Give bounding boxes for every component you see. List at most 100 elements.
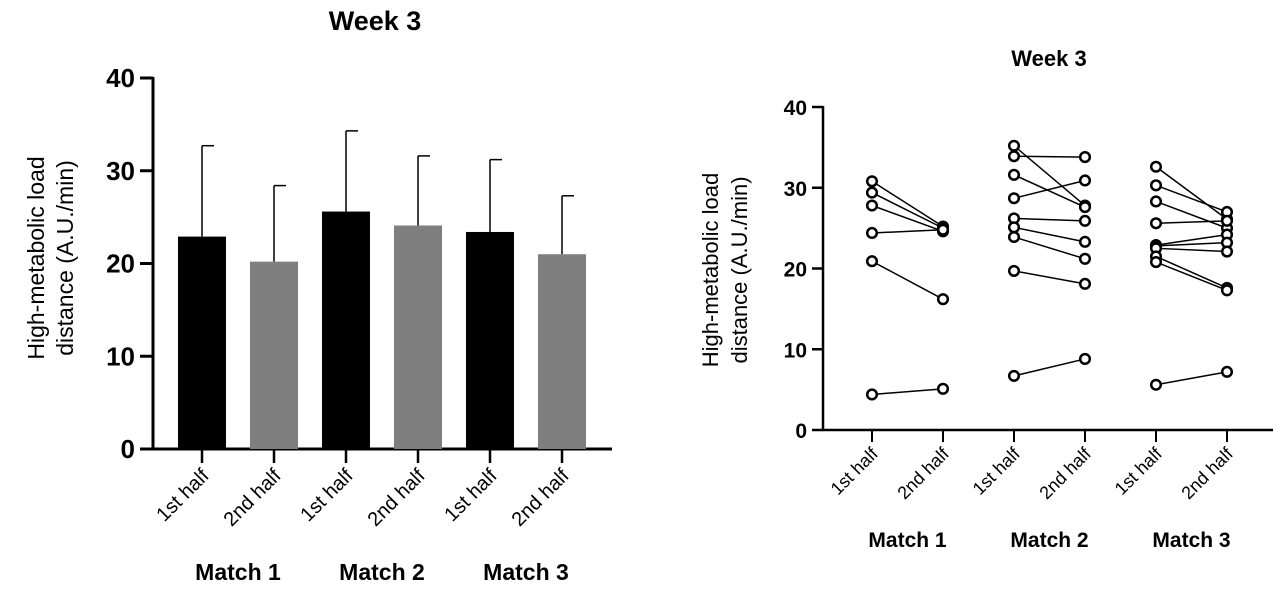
- paired-chart-connecting-line: [1155, 261, 1228, 291]
- bar-chart-match-label: Match 2: [339, 559, 425, 585]
- paired-chart-connecting-line: [1155, 371, 1228, 386]
- paired-chart-match-labels: Match 1 Match 2 Match 3: [868, 529, 1230, 552]
- bar-chart-bar: [466, 231, 514, 449]
- paired-chart-point: [1078, 174, 1092, 187]
- paired-chart-connecting-line: [871, 388, 944, 396]
- paired-chart-lines: [871, 145, 1228, 396]
- paired-chart-point: [1007, 369, 1021, 382]
- paired-chart-x-tick-labels: 1st half 2nd half 1st half 2nd half 1st half…: [827, 443, 1238, 503]
- paired-chart-point: [1078, 352, 1092, 365]
- paired-chart-point: [865, 175, 879, 188]
- bar-chart-bar: [538, 254, 586, 449]
- paired-chart-point: [1149, 378, 1163, 391]
- paired-chart-x-tick-label: 2nd half: [1177, 443, 1237, 503]
- paired-chart-connecting-line: [1013, 358, 1086, 377]
- paired-chart-point: [1007, 264, 1021, 277]
- paired-chart-y-tick-label: 10: [784, 339, 807, 362]
- paired-chart-point: [1078, 252, 1092, 265]
- paired-chart-point: [1149, 195, 1163, 208]
- bar-chart-bar: [178, 236, 226, 449]
- bar-chart-title: Week 3: [329, 6, 422, 36]
- paired-chart-point: [1078, 214, 1092, 227]
- bar-chart-y-tick-label: 30: [106, 156, 135, 186]
- paired-chart-x-tick-label: 2nd half: [893, 443, 953, 503]
- paired-chart-x-tick-label: 2nd half: [1035, 443, 1095, 503]
- bar-chart-y-tick-label: 40: [106, 63, 135, 93]
- paired-chart-connecting-line: [1155, 241, 1228, 247]
- bar-chart-x-tick-label: 1st half: [152, 465, 213, 526]
- paired-chart-x-tick-label: 1st half: [1111, 443, 1167, 499]
- paired-chart-connecting-line: [1013, 217, 1086, 222]
- bar-chart-y-axis-label-line-2: distance (A.U./min): [52, 160, 78, 356]
- paired-chart-y-axis-label: High-metabolic load distance (A.U./min): [698, 173, 752, 367]
- paired-chart-connecting-line: [1013, 236, 1086, 260]
- paired-chart-y-tick-label: 20: [784, 259, 807, 282]
- paired-chart-y-tick-label: 40: [784, 97, 807, 120]
- paired-chart-point: [1220, 365, 1234, 378]
- paired-chart-point: [1149, 179, 1163, 192]
- paired-chart-title: Week 3: [1011, 46, 1086, 71]
- bar-chart-x-tick-label: 2nd half: [364, 465, 430, 531]
- paired-chart-connecting-line: [1013, 179, 1086, 199]
- paired-chart-point: [1078, 277, 1092, 290]
- paired-chart-connecting-line: [1013, 155, 1086, 158]
- bar-chart-y-tick-label: 0: [121, 434, 135, 464]
- paired-chart-point: [1007, 168, 1021, 181]
- paired-chart-point: [865, 255, 879, 268]
- paired-chart-point: [1078, 235, 1092, 248]
- bar-chart-bar: [394, 225, 442, 449]
- paired-chart-connecting-line: [871, 191, 944, 229]
- paired-chart-connecting-line: [1155, 255, 1228, 289]
- paired-chart-x-tick-label: 1st half: [969, 443, 1025, 499]
- paired-chart-point: [1149, 255, 1163, 269]
- paired-chart-point: [1149, 160, 1163, 173]
- bar-chart-x-tick-label: 2nd half: [508, 465, 574, 531]
- paired-chart-point: [865, 226, 879, 240]
- paired-chart-point: [936, 223, 950, 236]
- paired-chart-point: [1220, 284, 1234, 297]
- paired-chart-axes: 0 10 20 30 40: [784, 97, 1273, 443]
- paired-chart-match-label: Match 2: [1010, 529, 1088, 552]
- paired-chart-point: [936, 293, 950, 306]
- paired-chart-connecting-line: [1013, 174, 1086, 208]
- paired-chart-point: [1220, 245, 1234, 258]
- paired-chart-connecting-line: [871, 228, 944, 234]
- paired-chart-point: [865, 186, 879, 199]
- bar-chart-error-bars: [201, 130, 574, 262]
- paired-chart-connecting-line: [1155, 184, 1228, 213]
- paired-chart-panel: Week 3 High-metabolic load distance (A.U…: [698, 46, 1273, 552]
- paired-chart-point: [1078, 151, 1092, 164]
- paired-chart-x-tick-label: 1st half: [827, 443, 883, 499]
- paired-chart-point: [1149, 217, 1163, 230]
- bar-chart-x-tick-label: 1st half: [296, 465, 357, 526]
- bar-chart-bars: [178, 211, 586, 449]
- bar-chart-x-tick-label: 2nd half: [220, 465, 286, 531]
- paired-chart-point: [1007, 139, 1021, 152]
- paired-chart-point: [936, 382, 950, 395]
- bar-chart-bar: [250, 261, 298, 449]
- paired-chart-connecting-line: [1155, 247, 1228, 253]
- paired-chart-connecting-line: [871, 204, 944, 233]
- paired-chart-point: [1078, 201, 1092, 214]
- paired-chart-match-label: Match 3: [1152, 529, 1230, 552]
- paired-chart-connecting-line: [1155, 233, 1228, 246]
- paired-chart-point: [865, 199, 879, 212]
- bar-chart-y-axis-label-line-1: High-metabolic load: [23, 156, 49, 359]
- bar-chart-bar: [322, 211, 370, 449]
- paired-chart-y-tick-label: 30: [784, 178, 807, 201]
- bar-chart-y-tick-label: 20: [106, 249, 135, 279]
- paired-chart-y-axis-label-line-2: distance (A.U./min): [727, 176, 752, 363]
- bar-chart-panel: Week 3 High-metabolic load distance (A.U…: [23, 6, 612, 585]
- paired-chart-connecting-line: [1013, 270, 1086, 285]
- paired-chart-point: [865, 388, 879, 401]
- paired-chart-point: [1007, 221, 1021, 234]
- bar-chart-match-label: Match 3: [483, 559, 569, 585]
- paired-chart-connecting-line: [1155, 166, 1228, 220]
- paired-chart-connecting-line: [1013, 145, 1086, 207]
- paired-chart-point: [1007, 150, 1021, 163]
- bar-chart-match-label: Match 1: [195, 559, 281, 585]
- paired-chart-connecting-line: [1155, 200, 1228, 229]
- paired-chart-connecting-line: [871, 260, 944, 300]
- bar-chart-y-tick-label: 10: [106, 341, 135, 371]
